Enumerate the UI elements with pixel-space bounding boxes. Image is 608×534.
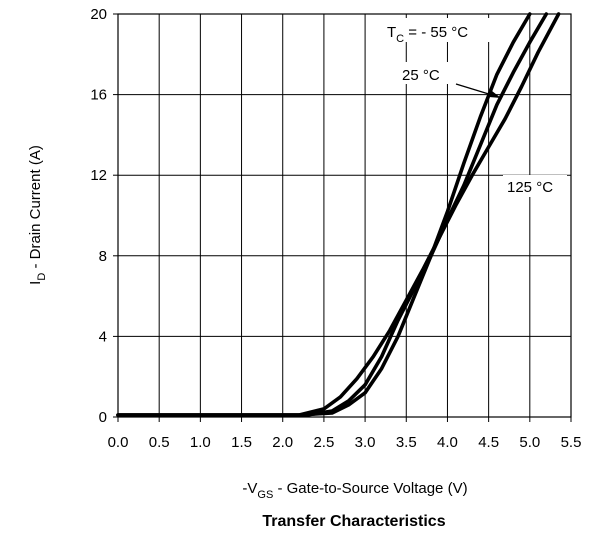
x-tick-label: 0.5 — [149, 434, 170, 451]
y-tick-label: 8 — [99, 248, 107, 265]
x-axis-ticks: 0.0 0.5 1.0 1.5 2.0 2.5 3.0 3.5 4.0 4.5 5.0 5.5 — [108, 417, 582, 451]
arrow-head-icon — [489, 91, 501, 98]
series-line-0 — [116, 12, 532, 417]
y-tick-label: 16 — [90, 87, 107, 104]
series-line-2 — [116, 12, 561, 417]
x-tick-label: 4.0 — [437, 434, 458, 451]
plot-frame — [117, 13, 572, 418]
y-tick-label: 12 — [90, 167, 107, 184]
series-line-1 — [116, 12, 549, 417]
y-axis-label: ID - Drain Current (A) — [27, 145, 48, 285]
annotation-bg — [503, 175, 567, 197]
y-tick-label: 0 — [99, 409, 107, 426]
x-tick-label: 2.0 — [272, 434, 293, 451]
y-tick-label: 4 — [99, 328, 107, 345]
x-tick-label: 0.0 — [108, 434, 129, 451]
annotation-125c: 125 °C — [507, 179, 553, 196]
annotation-arrow — [455, 83, 493, 96]
annotation-25c: 25 °C — [402, 67, 440, 84]
x-tick-label: 2.5 — [313, 434, 334, 451]
x-tick-label: 4.5 — [478, 434, 499, 451]
x-tick-label: 5.5 — [561, 434, 582, 451]
x-tick-label: 5.0 — [519, 434, 540, 451]
x-tick-label: 3.5 — [396, 434, 417, 451]
y-tick-label: 20 — [90, 6, 107, 23]
y-axis-ticks: 0 4 8 12 16 20 — [90, 6, 118, 426]
x-tick-label: 3.0 — [355, 434, 376, 451]
annotation-tc-55: TC = - 55 °C — [387, 24, 468, 45]
annotation-bg — [398, 62, 456, 84]
x-tick-label: 1.5 — [231, 434, 252, 451]
annotation-bg — [382, 18, 492, 42]
chart-title: Transfer Characteristics — [262, 513, 445, 530]
series-lines — [116, 12, 561, 417]
grid — [117, 13, 572, 418]
x-tick-label: 1.0 — [190, 434, 211, 451]
x-axis-label: -VGS - Gate-to-Source Voltage (V) — [242, 480, 467, 501]
